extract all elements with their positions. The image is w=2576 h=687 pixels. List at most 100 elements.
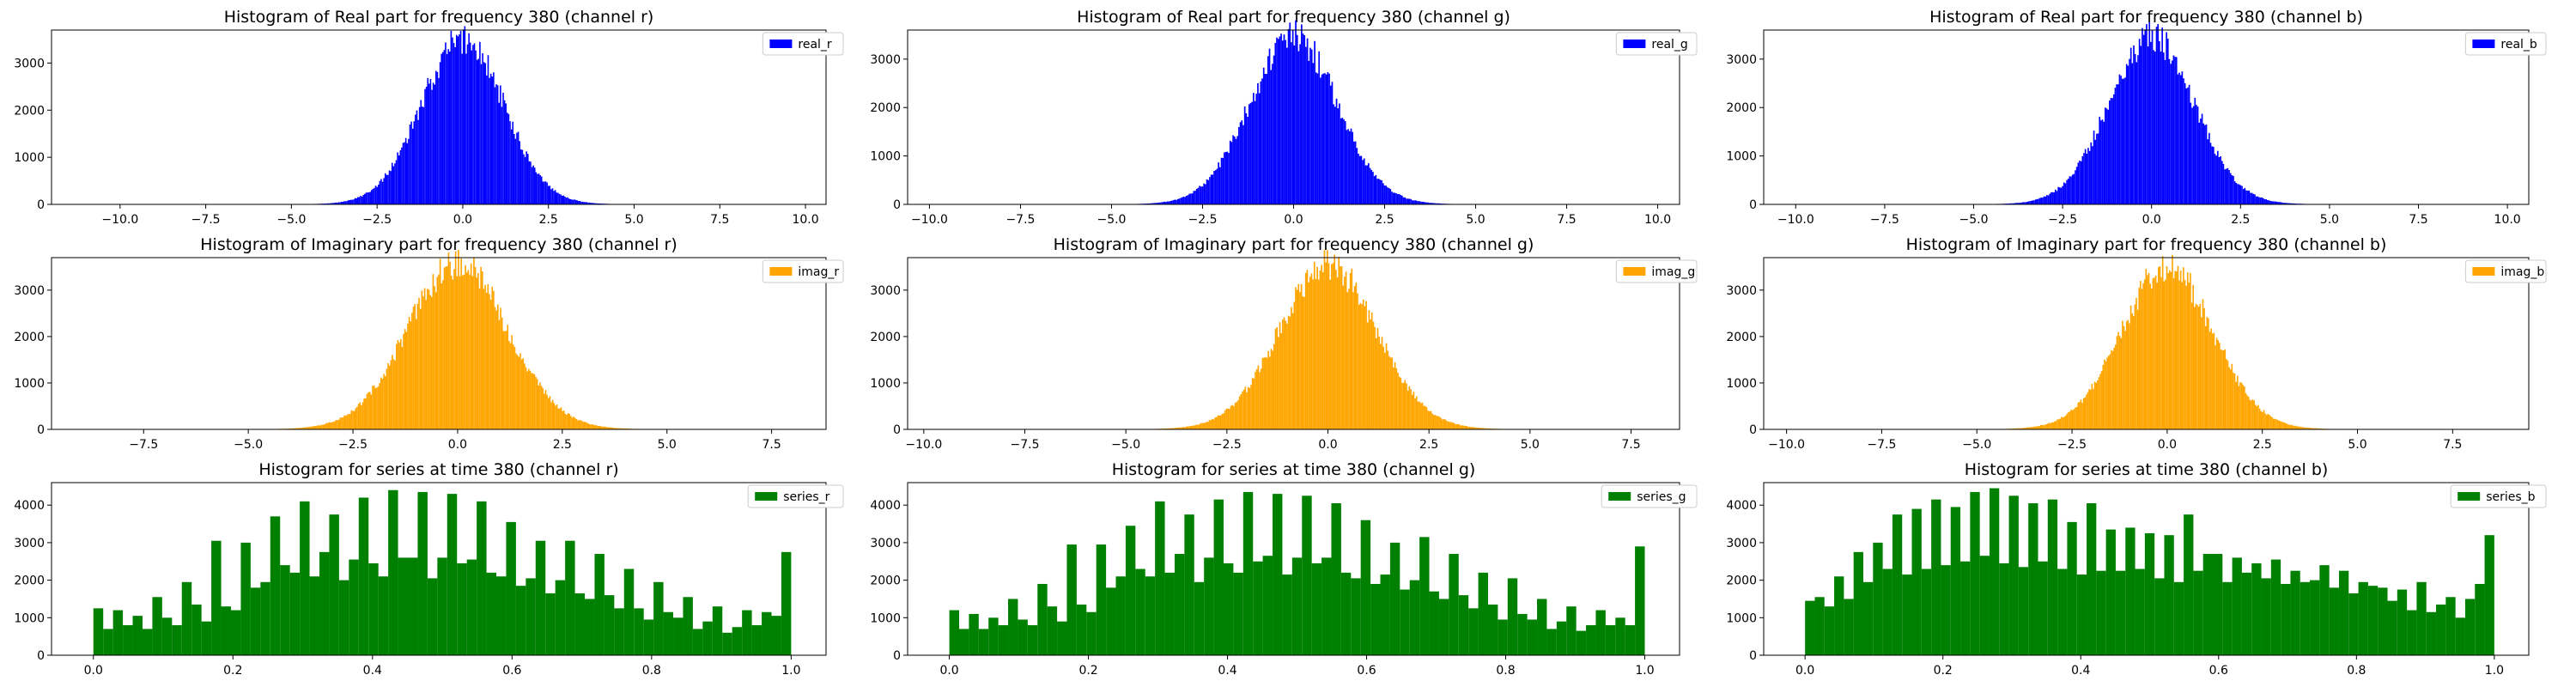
histogram-bar	[2120, 337, 2123, 429]
histogram-bar	[390, 171, 392, 204]
histogram-bar	[1215, 416, 1218, 429]
histogram-bar	[1222, 157, 1224, 204]
subplot-title: Histogram of Imaginary part for frequenc…	[1054, 235, 1534, 254]
histogram-bar	[2046, 423, 2049, 429]
histogram-bar	[1185, 426, 1188, 429]
legend-label: real_b	[2500, 38, 2537, 52]
histogram-bar	[2047, 195, 2050, 204]
histogram-bar	[614, 608, 624, 655]
histogram-bars	[1906, 21, 2392, 205]
histogram-bar	[1276, 37, 1278, 205]
legend-box	[1601, 484, 1698, 508]
y-tick-label: 3000	[870, 53, 901, 67]
histogram-bar	[2055, 421, 2057, 429]
histogram-bar	[355, 408, 357, 429]
histogram-bar	[2073, 409, 2075, 429]
histogram-bar	[578, 201, 580, 204]
histogram-bar	[2240, 382, 2243, 429]
histogram-bar	[1270, 349, 1273, 429]
histogram-bar	[1227, 408, 1230, 429]
histogram-bar	[1354, 141, 1357, 204]
legend-label: series_g	[1637, 490, 1686, 504]
histogram-bar	[2038, 561, 2048, 655]
histogram-bar	[2285, 203, 2287, 204]
histogram-bar	[1411, 200, 1413, 204]
histogram-bar	[1400, 589, 1410, 655]
histogram-bar	[502, 92, 504, 205]
histogram-bar	[112, 610, 124, 655]
y-tick-label: 2000	[14, 575, 45, 588]
histogram-bar	[1214, 170, 1217, 204]
histogram-bar	[407, 323, 409, 429]
histogram-bar	[452, 37, 453, 205]
legend: real_g	[1615, 32, 1698, 56]
histogram-bar	[1197, 187, 1200, 204]
histogram-bar	[519, 353, 521, 429]
histogram-bar	[1302, 296, 1304, 429]
histogram-bar	[2066, 413, 2069, 429]
histogram-bar	[2329, 587, 2339, 655]
histogram-bar	[2081, 403, 2083, 429]
histogram-bar	[1304, 272, 1307, 429]
histogram-bar	[524, 363, 526, 429]
histogram-bar	[612, 428, 614, 429]
histogram-bar	[1398, 193, 1400, 204]
histogram-bar	[2245, 190, 2247, 204]
histogram-bar	[2338, 570, 2349, 655]
histogram-bar	[594, 554, 605, 655]
histogram-bar	[352, 410, 354, 429]
histogram-bar	[2077, 162, 2080, 204]
histogram-bar	[1291, 313, 1294, 429]
histogram-bar	[1368, 310, 1370, 429]
y-tick-label: 4000	[870, 499, 901, 513]
histogram-bar	[260, 581, 270, 655]
y-tick-label: 0	[37, 198, 45, 212]
histogram-bar	[1834, 576, 1844, 655]
histogram-bar	[578, 420, 580, 429]
histogram-bar	[1370, 583, 1381, 655]
histogram-bar	[544, 393, 545, 429]
histogram-bar	[529, 370, 532, 429]
histogram-bar	[349, 199, 351, 204]
histogram-bar	[445, 42, 447, 205]
histogram-bar	[2064, 183, 2067, 204]
histogram-bar	[392, 359, 395, 429]
histogram-bar	[2105, 108, 2108, 204]
histogram-bar	[2172, 277, 2175, 429]
histogram-bar	[463, 274, 465, 429]
histogram-bar	[1468, 608, 1479, 655]
y-tick-label: 1000	[870, 611, 901, 625]
histogram-bar	[132, 616, 143, 655]
histogram-bar	[1472, 427, 1473, 429]
histogram-bar	[1380, 575, 1390, 655]
histogram-bar	[1467, 426, 1469, 429]
histogram-bar	[1289, 22, 1291, 204]
histogram-bar	[2099, 374, 2101, 429]
histogram-bar	[1406, 390, 1409, 429]
x-tick-label: −7.5	[1005, 213, 1035, 227]
histogram-bar	[1106, 587, 1116, 655]
histogram-bar	[1230, 405, 1232, 429]
histogram-bar	[408, 316, 410, 429]
histogram-bar	[583, 202, 586, 204]
histogram-bar	[221, 606, 231, 655]
legend-label: real_r	[798, 38, 832, 52]
subplot-3: Histogram of Real part for frequency 380…	[1726, 8, 2547, 227]
histogram-bar	[2034, 426, 2037, 429]
histogram-bar	[1279, 322, 1281, 429]
histogram-bar	[1194, 191, 1196, 204]
histogram-bar	[1355, 282, 1358, 429]
histogram-bar	[2107, 356, 2110, 429]
legend: real_r	[762, 32, 844, 56]
histogram-bar	[1280, 33, 1282, 205]
histogram-bar	[427, 578, 438, 655]
histogram-bar	[2193, 570, 2203, 655]
histogram-bar	[1261, 357, 1264, 429]
histogram-bar	[1362, 299, 1364, 429]
histogram-bar	[484, 63, 487, 205]
histogram-bar	[2129, 305, 2132, 429]
histogram-bar	[1248, 104, 1250, 204]
histogram-bar	[2148, 272, 2150, 429]
histogram-bar	[2112, 94, 2115, 204]
axes-frame	[51, 29, 827, 205]
